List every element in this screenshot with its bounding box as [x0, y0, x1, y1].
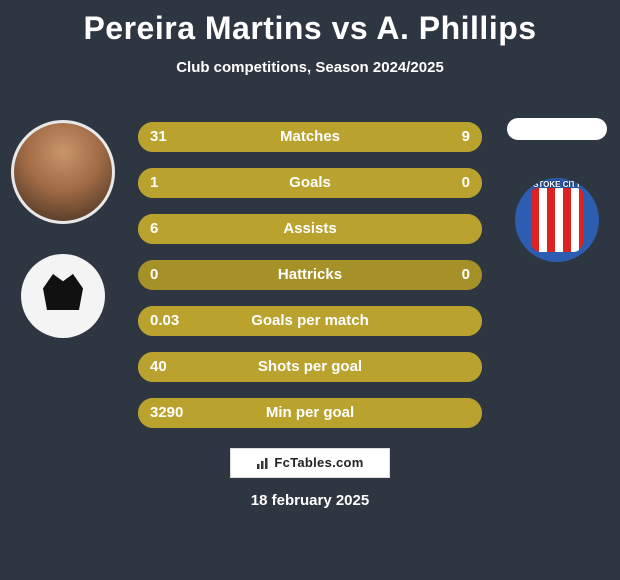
- stat-bar: 6Assists: [138, 214, 482, 244]
- stat-bar: 31Matches9: [138, 122, 482, 152]
- player-left-avatar: [11, 120, 115, 224]
- brand-badge: FcTables.com: [230, 448, 390, 478]
- club-logo-swansea: [21, 254, 105, 338]
- bar-label: Goals per match: [138, 306, 482, 336]
- bar-label: Min per goal: [138, 398, 482, 428]
- stat-bar: 40Shots per goal: [138, 352, 482, 382]
- right-player-column: [502, 118, 612, 262]
- bar-label: Matches: [138, 122, 482, 152]
- club-logo-stoke: [515, 178, 599, 262]
- stat-bar: 0.03Goals per match: [138, 306, 482, 336]
- chart-icon: [256, 456, 270, 470]
- bar-label: Goals: [138, 168, 482, 198]
- page-subtitle: Club competitions, Season 2024/2025: [0, 59, 620, 76]
- bar-value-right: 9: [462, 122, 470, 152]
- player-right-avatar-placeholder: [507, 118, 607, 140]
- comparison-bars: 31Matches91Goals06Assists0Hattricks00.03…: [138, 122, 482, 444]
- date-text: 18 february 2025: [0, 492, 620, 509]
- bar-label: Assists: [138, 214, 482, 244]
- bar-label: Hattricks: [138, 260, 482, 290]
- left-player-column: [8, 120, 118, 338]
- stat-bar: 3290Min per goal: [138, 398, 482, 428]
- page-title: Pereira Martins vs A. Phillips: [0, 0, 620, 47]
- brand-label: FcTables.com: [274, 455, 363, 470]
- bar-label: Shots per goal: [138, 352, 482, 382]
- stat-bar: 1Goals0: [138, 168, 482, 198]
- bar-value-right: 0: [462, 168, 470, 198]
- stat-bar: 0Hattricks0: [138, 260, 482, 290]
- bar-value-right: 0: [462, 260, 470, 290]
